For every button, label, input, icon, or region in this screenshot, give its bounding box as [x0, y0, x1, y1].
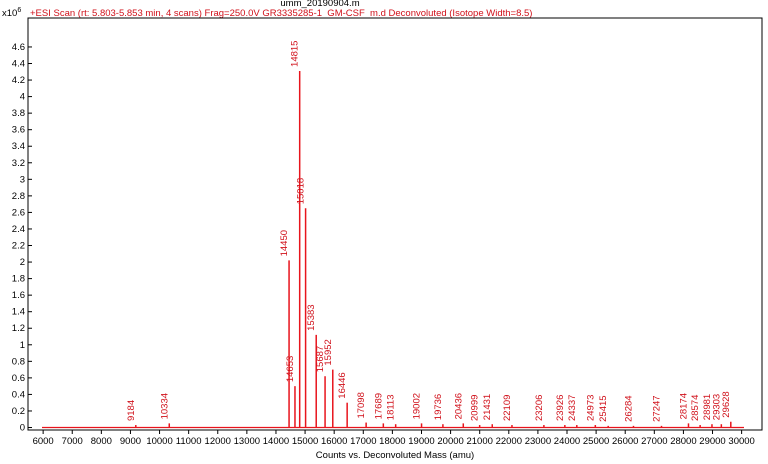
x-tick-label: 30000	[728, 436, 754, 447]
peak-label: 24973	[585, 395, 596, 421]
peak-label: 28574	[690, 395, 701, 421]
y-tick-label: 4.2	[12, 75, 25, 86]
y-tick-label: 2.8	[12, 191, 25, 202]
x-axis-label: Counts vs. Deconvoluted Mass (amu)	[316, 450, 474, 461]
x-tick-label: 23000	[525, 436, 551, 447]
peak-label: 20999	[470, 395, 481, 421]
x-tick-label: 28000	[670, 436, 696, 447]
peak-label: 14450	[279, 230, 290, 256]
y-tick-label: 3.8	[12, 108, 25, 119]
y-tick-label: 1.8	[12, 274, 25, 285]
peak-label: 28981	[702, 394, 713, 420]
x-tick-label: 8000	[91, 436, 112, 447]
peak-label: 16446	[337, 372, 348, 398]
plot-frame	[27, 17, 763, 431]
y-tick-label: 0	[20, 423, 25, 434]
x-tick-label: 20000	[437, 436, 463, 447]
y-tick-label: 4.4	[12, 59, 25, 70]
x-tick-label: 27000	[641, 436, 667, 447]
x-tick-label: 6000	[33, 436, 54, 447]
peak-label: 15018	[296, 178, 307, 204]
x-tick-label: 9000	[120, 436, 141, 447]
x-tick-label: 11000	[176, 436, 202, 447]
y-scale-exponent: 6	[17, 7, 21, 14]
x-tick-label: 15000	[292, 436, 318, 447]
peak-label: 23926	[555, 395, 566, 421]
x-tick-label: 7000	[62, 436, 83, 447]
x-tick-label: 22000	[496, 436, 522, 447]
y-tick-label: 3	[20, 174, 25, 185]
chart-title: umm_20190904.m	[280, 0, 359, 9]
y-tick-label: 2.6	[12, 207, 25, 218]
y-tick-label: 3.4	[12, 141, 25, 152]
y-tick-label: 0.8	[12, 356, 25, 367]
x-tick-label: 24000	[554, 436, 580, 447]
peak-label: 18113	[386, 394, 397, 420]
peak-label: 25415	[598, 395, 609, 421]
x-tick-label: 25000	[583, 436, 609, 447]
peak-label: 19736	[433, 394, 444, 420]
peak-label: 29628	[721, 391, 732, 417]
y-tick-label: 1.4	[12, 307, 25, 318]
x-tick-label: 18000	[379, 436, 405, 447]
peak-label: 15952	[323, 339, 334, 365]
y-tick-label: 4.6	[12, 42, 25, 53]
peak-label: 28174	[678, 393, 689, 419]
y-tick-label: 0.6	[12, 373, 25, 384]
x-tick-label: 17000	[350, 436, 376, 447]
peak-label: 20436	[453, 393, 464, 419]
peak-label: 15687	[315, 346, 326, 372]
peak-label: 17689	[373, 393, 384, 419]
peak-label: 23206	[534, 395, 545, 421]
y-tick-label: 3.2	[12, 158, 25, 169]
peak-label: 19002	[412, 393, 423, 419]
peak-label: 27247	[652, 395, 663, 421]
y-scale: x106	[2, 7, 21, 19]
y-tick-label: 2	[20, 257, 25, 268]
x-tick-label: 14000	[263, 436, 289, 447]
x-tick-label: 13000	[234, 436, 260, 447]
y-tick-label: 1.6	[12, 290, 25, 301]
peak-label: 21431	[482, 394, 493, 420]
peak-label: 14815	[290, 41, 301, 67]
y-tick-label: 1.2	[12, 323, 25, 334]
peak-label: 26284	[623, 395, 634, 421]
chart-subtitle: +ESI Scan (rt: 5.803-5.853 min, 4 scans)…	[30, 8, 532, 19]
peak-label: 15383	[306, 304, 317, 330]
y-tick-label: 1	[20, 340, 25, 351]
y-scale-label: x10	[2, 8, 17, 19]
peak-label: 22109	[502, 395, 513, 421]
x-tick-label: 10000	[146, 436, 172, 447]
x-tick-label: 19000	[408, 436, 434, 447]
y-tick-label: 0.4	[12, 389, 25, 400]
y-tick-label: 0.2	[12, 406, 25, 417]
x-tick-label: 12000	[205, 436, 231, 447]
y-tick-label: 2.2	[12, 241, 25, 252]
peak-label: 9184	[126, 400, 137, 421]
y-tick-label: 2.4	[12, 224, 25, 235]
y-tick-label: 4	[20, 92, 25, 103]
x-tick-label: 29000	[699, 436, 725, 447]
x-tick-label: 26000	[612, 436, 638, 447]
peak-label: 10334	[159, 393, 170, 419]
x-tick-label: 21000	[466, 436, 492, 447]
peak-label: 24337	[567, 395, 578, 421]
x-tick-label: 16000	[321, 436, 347, 447]
peak-label: 14653	[285, 356, 296, 382]
peak-label: 17098	[356, 392, 367, 418]
y-tick-label: 3.6	[12, 125, 25, 136]
peak-label: 29303	[711, 394, 722, 420]
